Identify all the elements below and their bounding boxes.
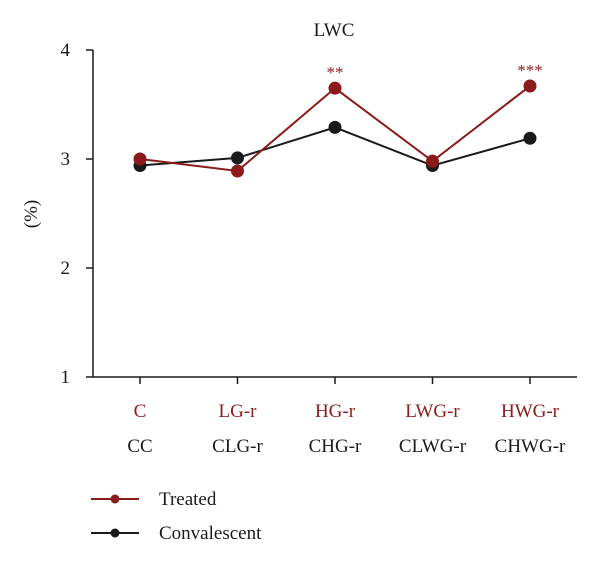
x-tick-label-convalescent: CLG-r — [212, 436, 263, 457]
x-tick-label-treated: HG-r — [315, 401, 356, 422]
data-point-treated — [426, 154, 439, 168]
y-tick-label: 2 — [61, 258, 71, 279]
y-tick-label: 3 — [61, 149, 71, 170]
x-tick-label-convalescent: CC — [127, 436, 152, 457]
data-point-convalescent — [231, 151, 244, 165]
legend-label-convalescent: Convalescent — [159, 523, 262, 544]
x-tick-label-convalescent: CHG-r — [309, 436, 362, 457]
y-axis-ticks: 1 2 3 4 — [61, 40, 93, 388]
series-layer — [133, 79, 537, 178]
significance-markers: ** *** — [327, 61, 543, 82]
legend-label-treated: Treated — [159, 489, 217, 510]
data-point-treated — [328, 81, 342, 95]
y-tick-label: 4 — [61, 40, 71, 61]
legend-marker-treated — [110, 494, 120, 504]
chart-title: LWC — [314, 20, 355, 41]
data-point-treated — [231, 164, 244, 178]
x-tick-label-treated: HWG-r — [501, 401, 560, 422]
data-point-convalescent — [523, 131, 537, 145]
x-axis-ticks — [139, 377, 531, 384]
x-tick-label-convalescent: CLWG-r — [399, 436, 467, 457]
legend-item-treated: Treated — [91, 489, 217, 510]
y-axis-label: (%) — [21, 200, 42, 228]
legend: Treated Convalescent — [91, 489, 262, 544]
x-tick-label-treated: LG-r — [219, 401, 258, 422]
legend-marker-convalescent — [110, 528, 120, 538]
significance-marker: *** — [517, 61, 543, 80]
significance-marker: ** — [327, 63, 344, 82]
x-tick-label-treated: LWG-r — [405, 401, 460, 422]
data-point-treated — [133, 152, 147, 166]
x-tick-label-treated: C — [134, 401, 147, 422]
data-point-treated — [523, 79, 537, 93]
legend-item-convalescent: Convalescent — [91, 523, 262, 544]
x-tick-labels-treated: C LG-r HG-r LWG-r HWG-r — [134, 401, 560, 422]
y-tick-label: 1 — [61, 367, 71, 388]
data-point-convalescent — [328, 120, 342, 134]
x-tick-label-convalescent: CHWG-r — [495, 436, 566, 457]
x-tick-labels-convalescent: CC CLG-r CHG-r CLWG-r CHWG-r — [127, 436, 566, 457]
